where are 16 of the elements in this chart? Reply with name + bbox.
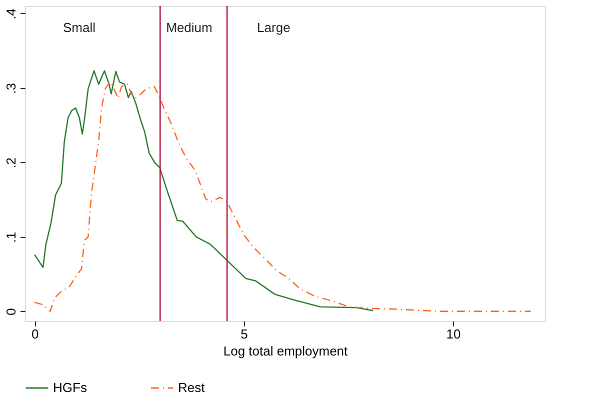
y-tick-label: .2 bbox=[4, 157, 18, 168]
x-axis-title: Log total employment bbox=[223, 344, 348, 358]
x-tick-label: 0 bbox=[32, 326, 39, 342]
line-series bbox=[34, 70, 374, 312]
y-tick-label: .3 bbox=[4, 82, 18, 94]
annotation: Small bbox=[63, 20, 96, 35]
x-tick-label: 10 bbox=[446, 326, 461, 342]
line-series bbox=[34, 81, 532, 312]
legend-label: HGFs bbox=[53, 380, 88, 395]
annotation: Medium bbox=[166, 20, 212, 35]
y-tick-label: .1 bbox=[4, 232, 18, 243]
legend-label: Rest bbox=[178, 380, 206, 395]
y-tick-label: 0 bbox=[4, 308, 18, 316]
annotation: Large bbox=[257, 20, 290, 35]
y-tick-label: .4 bbox=[4, 8, 18, 20]
x-tick-label: 5 bbox=[240, 326, 248, 342]
